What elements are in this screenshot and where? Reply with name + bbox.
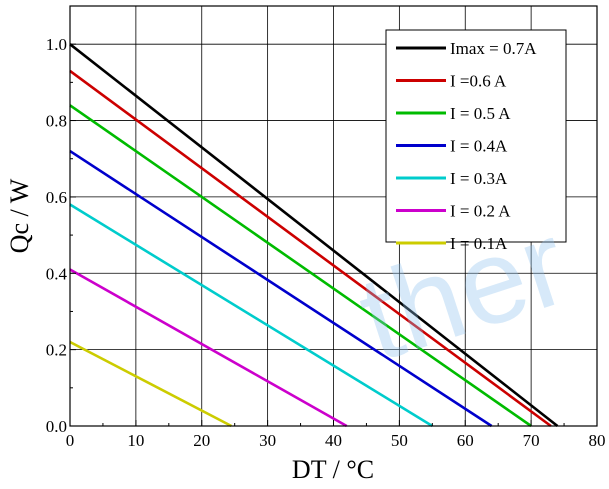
series-layer bbox=[69, 43, 559, 428]
x-tick-label: 10 bbox=[127, 431, 144, 450]
series-line-2 bbox=[69, 69, 552, 428]
legend-label-6: I = 0.2 A bbox=[450, 202, 511, 221]
legend-label-3: I = 0.5 A bbox=[450, 104, 511, 123]
x-axis-title: DT / °C bbox=[292, 455, 374, 484]
x-tick-label: 0 bbox=[66, 431, 75, 450]
x-tick-label: 20 bbox=[193, 431, 210, 450]
y-tick-label: 1.0 bbox=[46, 35, 67, 54]
series-line-5 bbox=[69, 203, 433, 428]
x-tick-label: 80 bbox=[589, 431, 606, 450]
x-tick-label: 70 bbox=[523, 431, 540, 450]
y-tick-label: 0.2 bbox=[46, 341, 67, 360]
legend-label-2: I =0.6 A bbox=[450, 72, 507, 91]
series-line-1 bbox=[69, 43, 559, 428]
legend-label-7: I = 0.1A bbox=[450, 234, 508, 253]
legend-label-4: I = 0.4A bbox=[450, 137, 508, 156]
legend-label-1: Imax = 0.7A bbox=[450, 39, 537, 58]
y-tick-label: 0.6 bbox=[46, 188, 67, 207]
x-tick-label: 60 bbox=[457, 431, 474, 450]
tick-layer: 0 10 20 30 40 50 60 70 80 0.0 0.2 0.4 0.6 0.8 1.0 bbox=[46, 5, 606, 450]
x-tick-label: 30 bbox=[259, 431, 276, 450]
y-tick-label: 0.8 bbox=[46, 112, 67, 131]
x-tick-label: 50 bbox=[391, 431, 408, 450]
series-line-6 bbox=[69, 268, 348, 428]
y-tick-label: 0.0 bbox=[46, 417, 67, 436]
y-axis-title: Qc / W bbox=[5, 178, 34, 253]
series-line-3 bbox=[69, 104, 532, 428]
legend: Imax = 0.7A I =0.6 A I = 0.5 A I = 0.4A I = … bbox=[385, 29, 567, 253]
series-line-4 bbox=[69, 150, 493, 428]
legend-label-5: I = 0.3A bbox=[450, 169, 508, 188]
x-tick-label: 40 bbox=[325, 431, 342, 450]
series-line-7 bbox=[69, 340, 232, 428]
y-tick-label: 0.4 bbox=[46, 264, 68, 283]
watermark-text: ther bbox=[344, 195, 582, 386]
legend-box bbox=[385, 29, 567, 243]
